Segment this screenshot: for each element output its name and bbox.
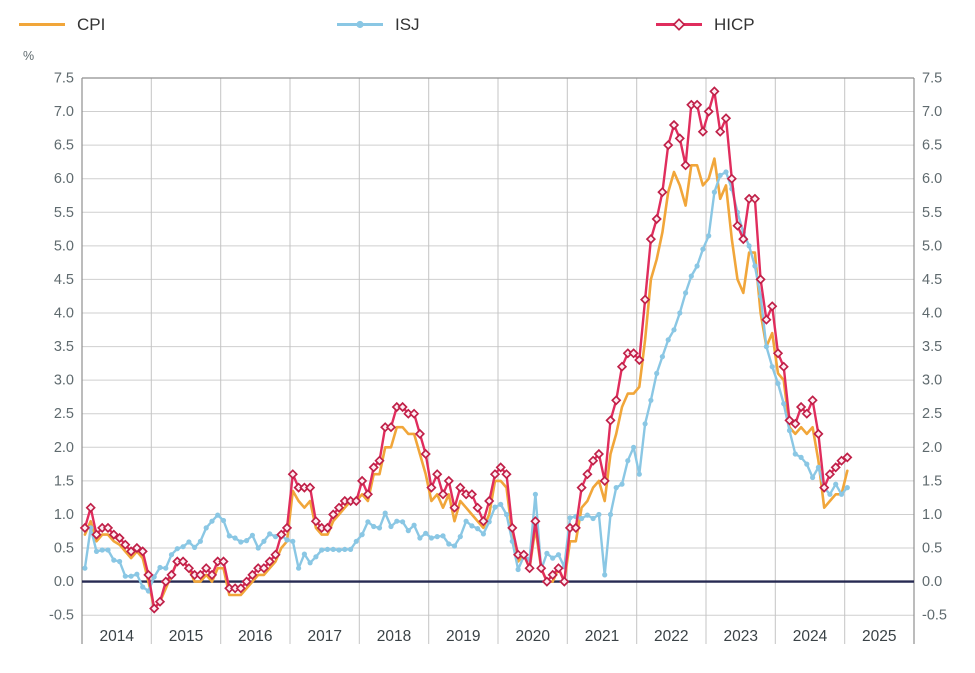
svg-text:2019: 2019 — [446, 628, 480, 645]
svg-text:2025: 2025 — [862, 628, 896, 645]
svg-text:4.5: 4.5 — [54, 272, 74, 288]
svg-text:3.0: 3.0 — [922, 373, 942, 389]
svg-text:7.0: 7.0 — [54, 104, 74, 120]
svg-text:4.0: 4.0 — [922, 306, 942, 322]
svg-text:1.5: 1.5 — [54, 473, 74, 489]
svg-text:3.0: 3.0 — [54, 373, 74, 389]
svg-text:ISJ: ISJ — [395, 15, 420, 34]
svg-text:1.0: 1.0 — [922, 507, 942, 523]
svg-text:0.0: 0.0 — [54, 574, 74, 590]
svg-text:4.0: 4.0 — [54, 306, 74, 322]
svg-text:2.5: 2.5 — [54, 406, 74, 422]
svg-text:0.0: 0.0 — [922, 574, 942, 590]
svg-text:6.5: 6.5 — [54, 138, 74, 154]
svg-text:2014: 2014 — [99, 628, 134, 645]
svg-text:CPI: CPI — [77, 15, 105, 34]
svg-text:2021: 2021 — [585, 628, 619, 645]
svg-text:6.5: 6.5 — [922, 138, 942, 154]
svg-text:0.5: 0.5 — [922, 541, 942, 557]
svg-text:1.0: 1.0 — [54, 507, 74, 523]
svg-text:0.5: 0.5 — [54, 541, 74, 557]
svg-text:2015: 2015 — [169, 628, 203, 645]
svg-text:5.5: 5.5 — [922, 205, 942, 221]
svg-text:6.0: 6.0 — [922, 171, 942, 187]
svg-text:2017: 2017 — [307, 628, 341, 645]
svg-text:3.5: 3.5 — [922, 339, 942, 355]
svg-text:HICP: HICP — [714, 15, 755, 34]
svg-text:2022: 2022 — [654, 628, 688, 645]
svg-text:3.5: 3.5 — [54, 339, 74, 355]
svg-text:-0.5: -0.5 — [49, 608, 74, 624]
svg-text:2.5: 2.5 — [922, 406, 942, 422]
svg-text:2.0: 2.0 — [922, 440, 942, 456]
svg-text:7.5: 7.5 — [54, 71, 74, 87]
svg-text:1.5: 1.5 — [922, 473, 942, 489]
svg-text:4.5: 4.5 — [922, 272, 942, 288]
svg-text:7.5: 7.5 — [922, 71, 942, 87]
svg-text:2023: 2023 — [723, 628, 757, 645]
svg-text:2018: 2018 — [377, 628, 411, 645]
svg-text:2.0: 2.0 — [54, 440, 74, 456]
svg-text:5.0: 5.0 — [54, 238, 74, 254]
svg-text:2020: 2020 — [515, 628, 550, 645]
svg-text:2016: 2016 — [238, 628, 272, 645]
svg-text:%: % — [23, 49, 34, 63]
svg-text:2024: 2024 — [793, 628, 828, 645]
svg-text:7.0: 7.0 — [922, 104, 942, 120]
svg-text:-0.5: -0.5 — [922, 608, 947, 624]
svg-text:5.0: 5.0 — [922, 238, 942, 254]
svg-text:6.0: 6.0 — [54, 171, 74, 187]
svg-text:5.5: 5.5 — [54, 205, 74, 221]
